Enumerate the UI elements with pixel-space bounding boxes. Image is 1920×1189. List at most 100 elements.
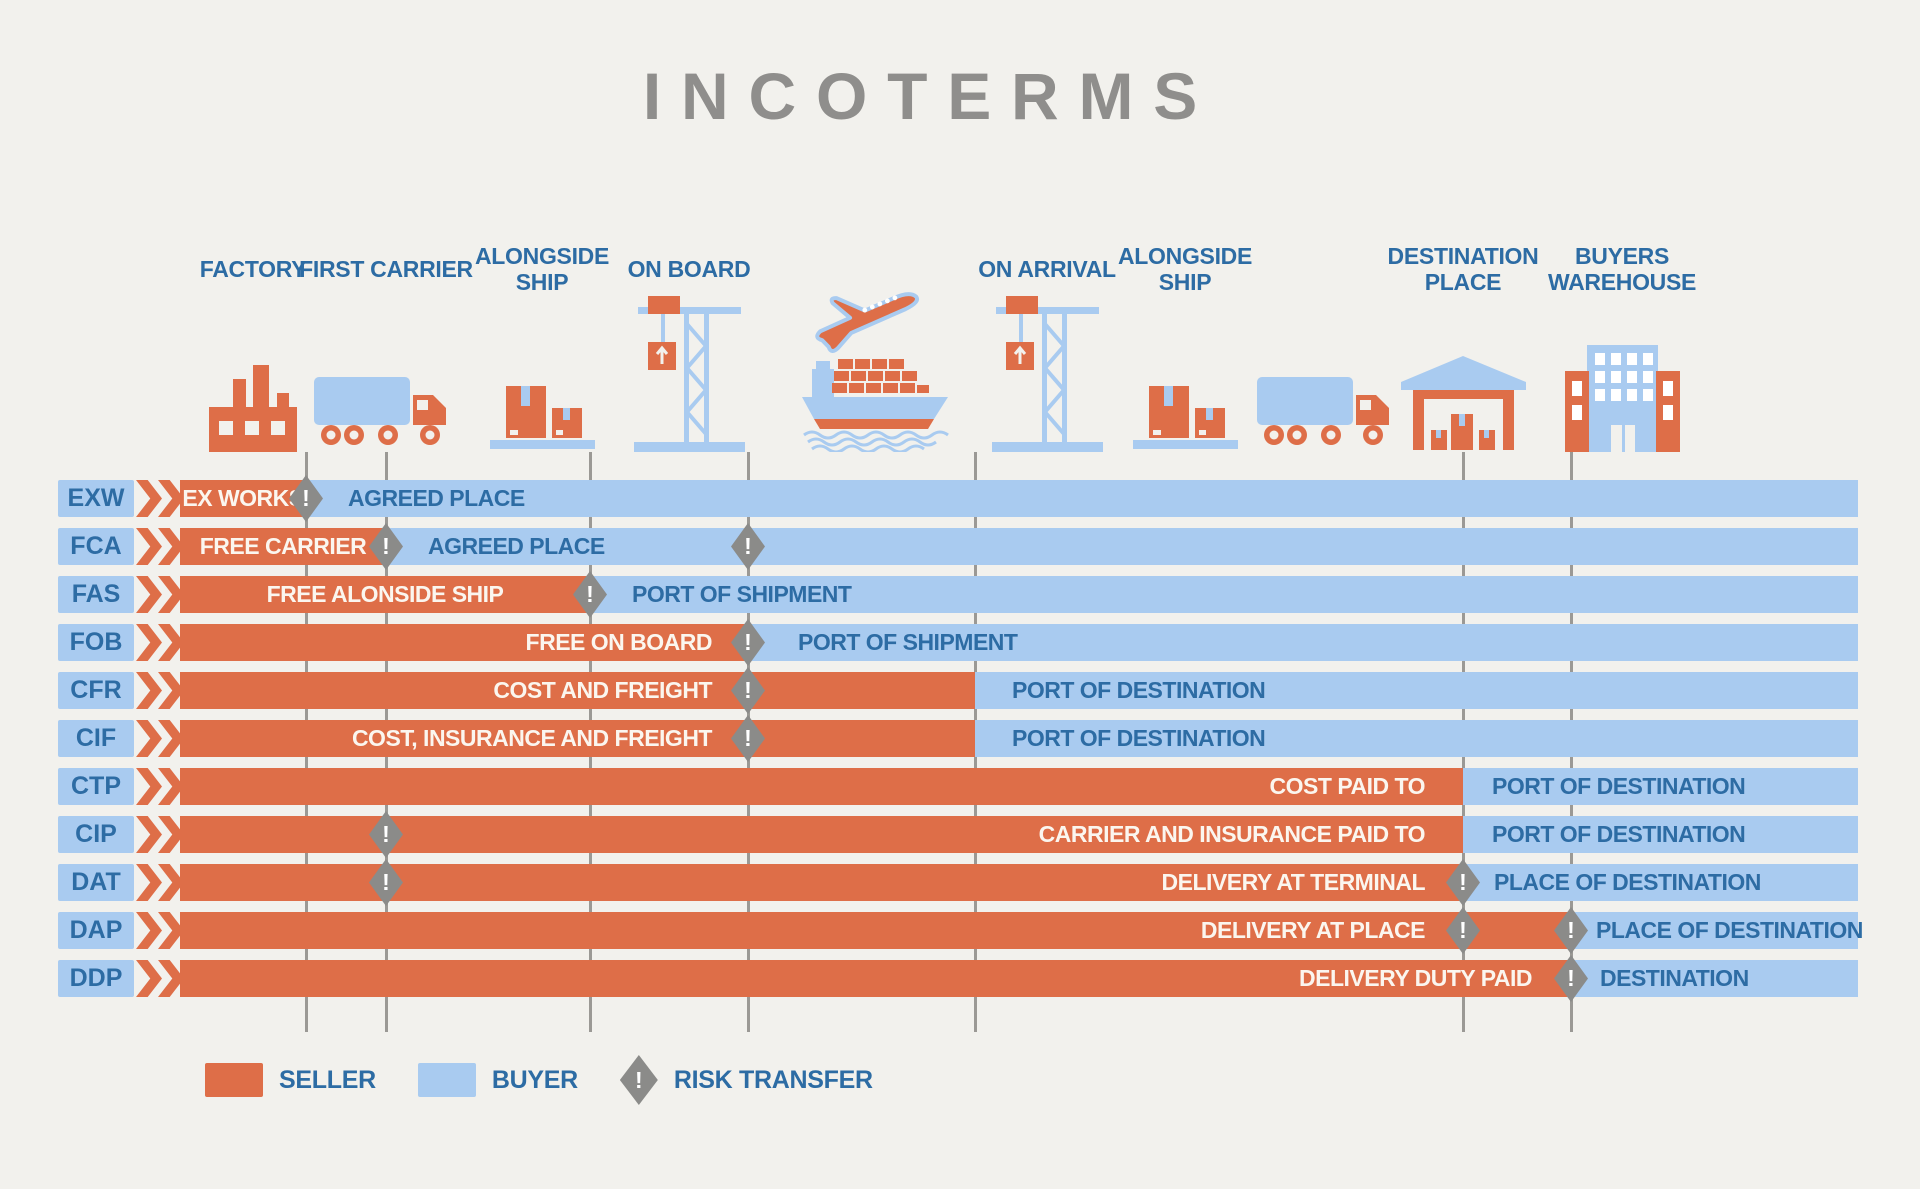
chevron-icon (136, 624, 162, 661)
incoterm-code-dap: DAP (58, 912, 134, 949)
buyer-segment (590, 576, 1858, 613)
buyer-segment (975, 720, 1858, 757)
seller-label: COST PAID TO (1269, 773, 1426, 799)
seller-segment (180, 576, 590, 613)
harbor-crane-icon (990, 284, 1105, 452)
buyer-segment (306, 480, 1858, 517)
legend-item-buyer: BUYER (417, 1063, 578, 1097)
seller-segment (180, 624, 748, 661)
buyer-label: PORT OF SHIPMENT (798, 629, 1018, 655)
incoterm-code-exw: EXW (58, 480, 134, 517)
timeline-bar: DELIVERY DUTY PAID DESTINATION! (180, 955, 1858, 1002)
timeline-bar: EX WORKS AGREED PLACE! (180, 475, 1858, 522)
seller-label: EX WORKS (182, 485, 304, 511)
warehouse-icon (1400, 352, 1526, 452)
incoterm-code-fas: FAS (58, 576, 134, 613)
incoterm-row-cip: CIP CARRIER AND INSURANCE PAID TO PORT OF … (0, 811, 1920, 858)
seller-label: COST, INSURANCE AND FREIGHT (351, 725, 713, 751)
incoterm-row-dap: DAP DELIVERY AT PLACE PLACE OF DESTINATION… (0, 907, 1920, 954)
incoterm-row-ctp: CTP COST PAID TO PORT OF DESTINATION (0, 768, 1920, 805)
chevron-icon (136, 576, 162, 613)
column-header-on-board: ON BOARD (627, 256, 751, 282)
page-title: INCOTERMS (642, 59, 1218, 133)
seller-segment (180, 672, 975, 709)
chevron-icon (136, 864, 162, 901)
buyer-label: AGREED PLACE (428, 533, 605, 559)
buyer-label: PORT OF DESTINATION (1012, 725, 1266, 751)
incoterm-row-cfr: CFR COST AND FREIGHT PORT OF DESTINATION! (0, 667, 1920, 714)
incoterm-code-ctp: CTP (58, 768, 134, 805)
timeline-bar: COST, INSURANCE AND FREIGHT PORT OF DESTI… (180, 715, 1858, 762)
incoterm-row-fas: FAS FREE ALONSIDE SHIP PORT OF SHIPMENT! (0, 571, 1920, 618)
incoterm-code-fca: FCA (58, 528, 134, 565)
truck-icon (313, 367, 459, 452)
legend: SELLER BUYER ! RISK TRANSFER (205, 1055, 873, 1105)
buyer-label: PLACE OF DESTINATION (1596, 917, 1863, 943)
buyer-label: PORT OF DESTINATION (1492, 773, 1746, 799)
cargo-boxes-icon (1132, 372, 1238, 452)
seller-label: CARRIER AND INSURANCE PAID TO (1038, 821, 1426, 847)
timeline-bar: FREE ON BOARD PORT OF SHIPMENT! (180, 619, 1858, 666)
buyer-label: PORT OF SHIPMENT (632, 581, 852, 607)
chevron-icon (136, 528, 162, 565)
incoterm-code-cip: CIP (58, 816, 134, 853)
seller-label: FREE ALONSIDE SHIP (266, 581, 504, 607)
timeline-bar: COST AND FREIGHT PORT OF DESTINATION! (180, 667, 1858, 714)
column-header-factory: FACTORY (199, 256, 307, 282)
timeline-bar: FREE ALONSIDE SHIP PORT OF SHIPMENT! (180, 571, 1858, 618)
risk-transfer-legend-label: RISK TRANSFER (673, 1065, 873, 1094)
truck-icon (1256, 367, 1402, 452)
incoterm-row-fob: FOB FREE ON BOARD PORT OF SHIPMENT! (0, 619, 1920, 666)
seller-segment (180, 768, 1463, 805)
incoterm-code-dat: DAT (58, 864, 134, 901)
cargo-boxes-icon (489, 372, 595, 452)
seller-label: FREE ON BOARD (525, 629, 713, 655)
chevron-icon (136, 480, 162, 517)
column-header-alongside-ship: ALONGSIDE SHIP (474, 243, 610, 295)
incoterm-code-cif: CIF (58, 720, 134, 757)
chevron-icon (136, 672, 162, 709)
chevron-icon (136, 768, 162, 805)
office-building-icon (1555, 337, 1690, 452)
buyer-segment (386, 528, 1858, 565)
buyer-segment (975, 672, 1858, 709)
buyer-label: DESTINATION (1600, 965, 1749, 991)
buyer-segment (1571, 960, 1858, 997)
incoterm-code-ddp: DDP (58, 960, 134, 997)
buyer-segment (1463, 816, 1858, 853)
column-header-on-arrival: ON ARRIVAL (978, 256, 1116, 282)
seller-segment (180, 720, 975, 757)
timeline-bar: DELIVERY AT PLACE PLACE OF DESTINATION!! (180, 907, 1863, 954)
column-header-alongside-ship: ALONGSIDE SHIP (1117, 243, 1253, 295)
seller-legend-label: SELLER (279, 1065, 376, 1094)
buyer-label: AGREED PLACE (348, 485, 525, 511)
seller-label: FREE CARRIER (199, 533, 367, 559)
buyer-segment (1463, 768, 1858, 805)
seller-segment (180, 480, 306, 517)
seller-segment (180, 528, 386, 565)
incoterm-code-cfr: CFR (58, 672, 134, 709)
legend-item-risk-transfer: ! RISK TRANSFER (619, 1055, 873, 1105)
incoterm-row-cif: CIF COST, INSURANCE AND FREIGHT PORT OF DE… (0, 715, 1920, 762)
harbor-crane-icon (632, 284, 747, 452)
column-header-buyers-warehouse: BUYERS WAREHOUSE (1547, 243, 1697, 295)
timeline-bar: FREE CARRIER AGREED PLACE!! (180, 523, 1858, 570)
seller-segment (180, 960, 1571, 997)
seller-label: COST AND FREIGHT (493, 677, 712, 703)
buyer-label: PLACE OF DESTINATION (1494, 869, 1761, 895)
incoterm-row-dat: DAT DELIVERY AT TERMINAL PLACE OF DESTINAT… (0, 859, 1920, 906)
buyer-segment (1463, 864, 1858, 901)
incoterm-code-fob: FOB (58, 624, 134, 661)
buyer-segment (748, 624, 1858, 661)
chevron-icon (136, 816, 162, 853)
risk-transfer-icon: ! (619, 1055, 658, 1105)
chevron-icon (136, 960, 162, 997)
seller-swatch-icon (205, 1063, 263, 1097)
chevron-icon (136, 720, 162, 757)
column-header-destination-place: DESTINATION PLACE (1387, 243, 1539, 295)
buyer-swatch-icon (417, 1063, 476, 1097)
buyer-legend-label: BUYER (491, 1065, 578, 1094)
seller-label: DELIVERY DUTY PAID (1299, 965, 1532, 991)
column-header-first-carrier: FIRST CARRIER (299, 256, 473, 282)
legend-item-seller: SELLER (205, 1063, 376, 1097)
